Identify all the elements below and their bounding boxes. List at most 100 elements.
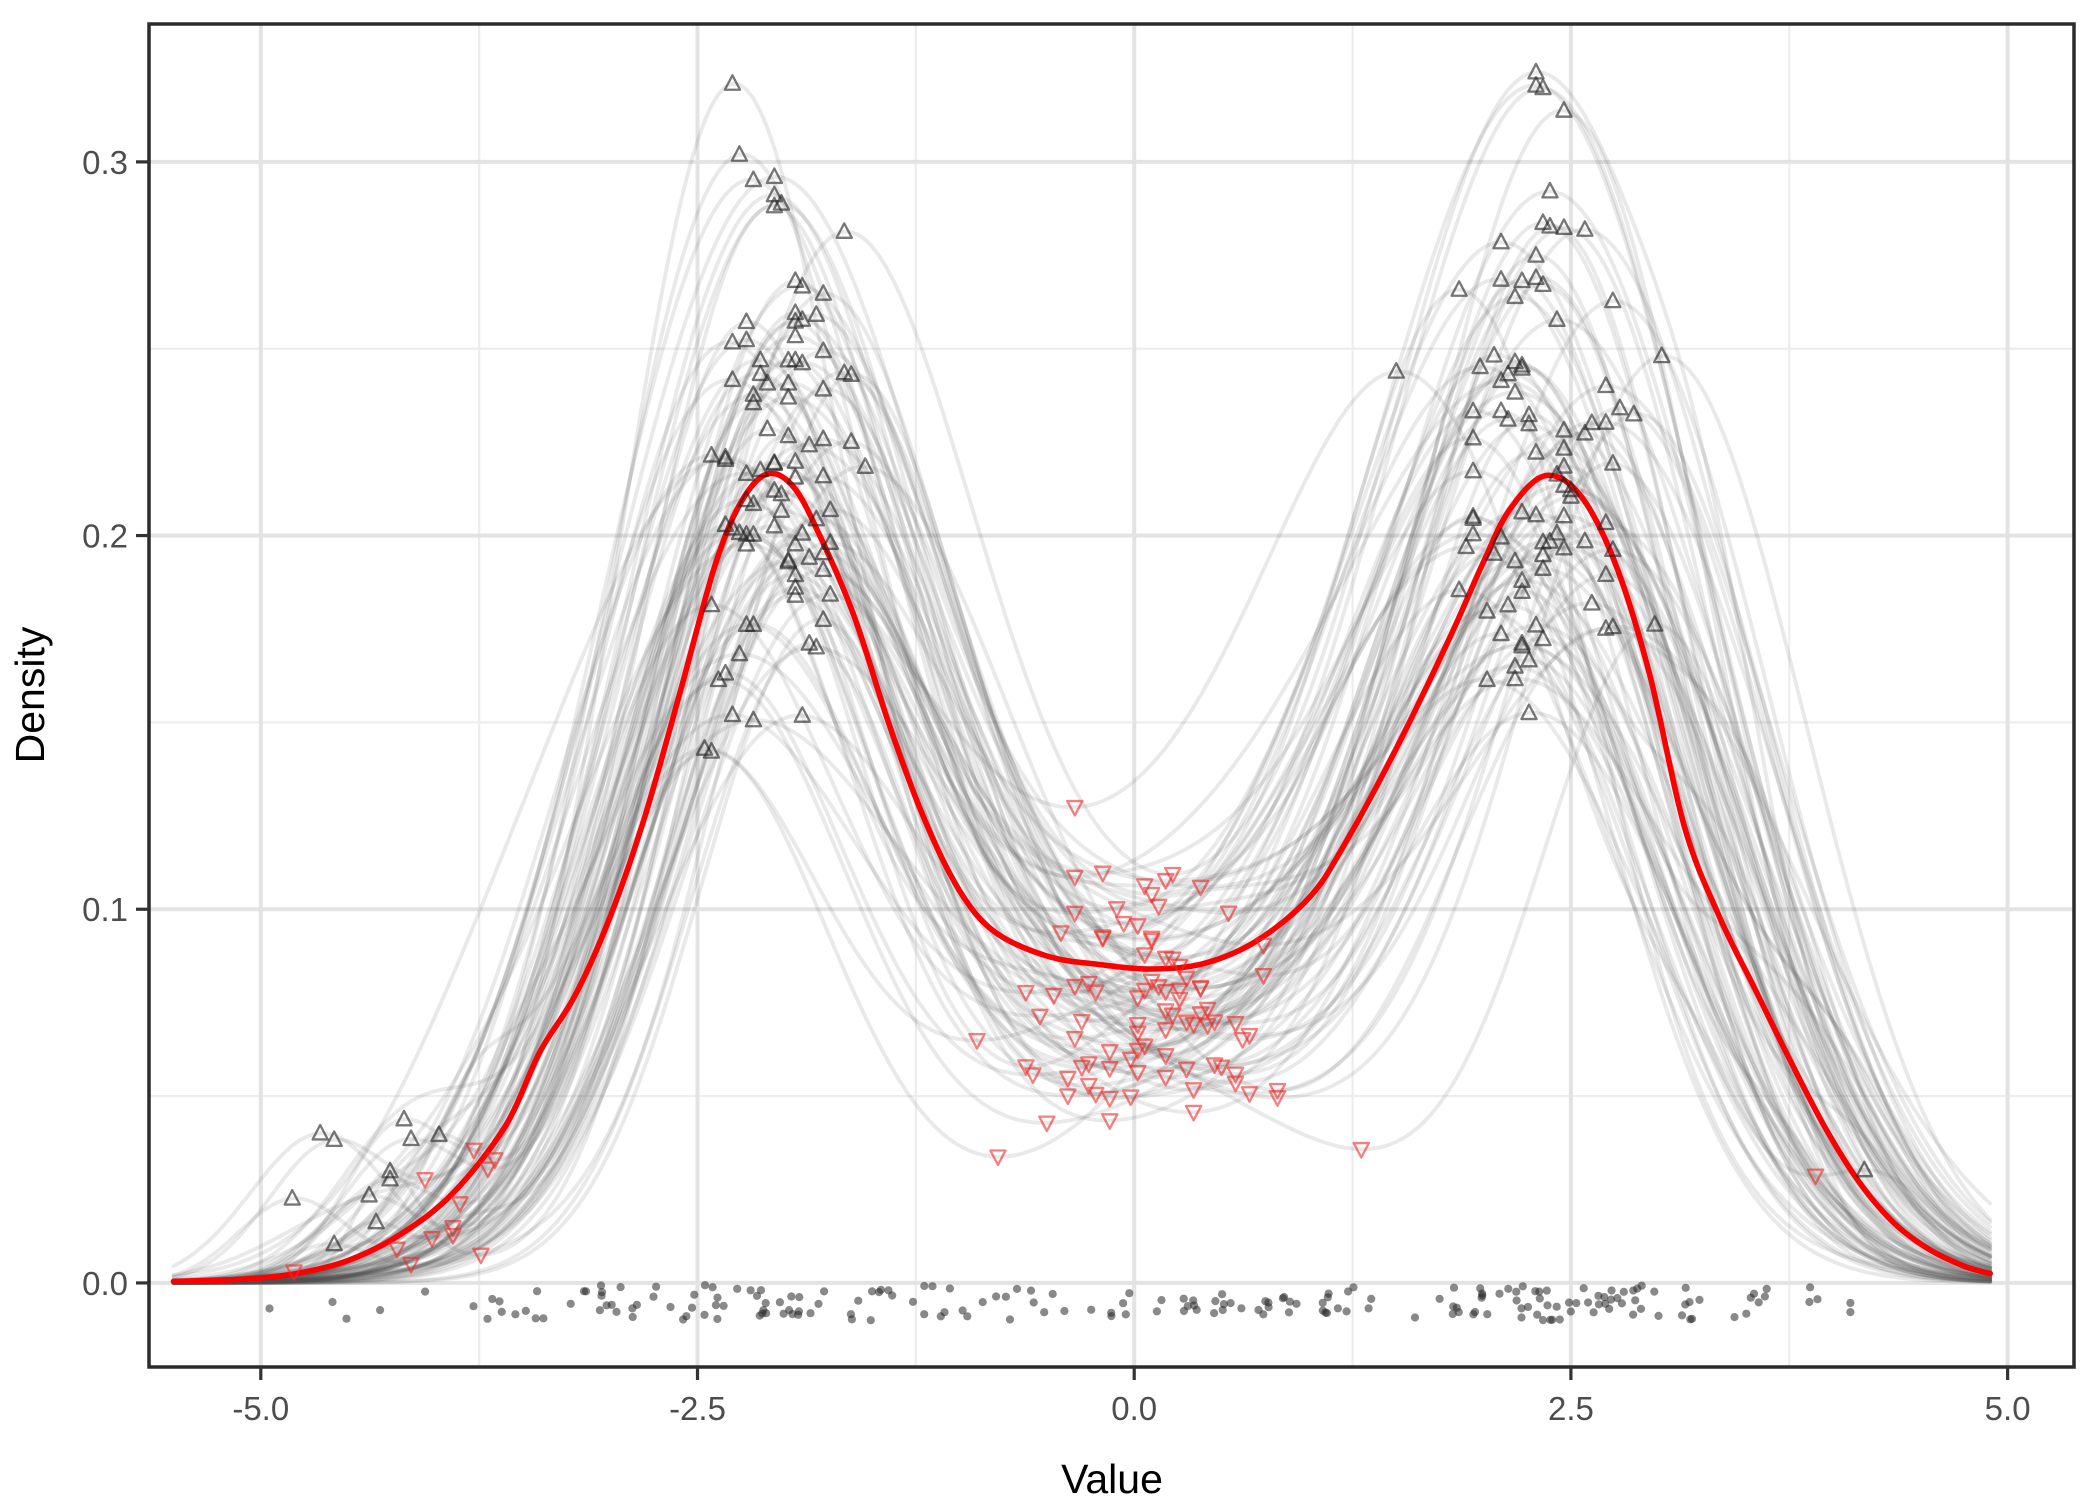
minor-gridlines <box>149 24 2074 1367</box>
rug-point <box>1594 1300 1603 1309</box>
rug-point <box>1589 1308 1598 1317</box>
trough-marker <box>1031 1008 1049 1026</box>
rug-point <box>1806 1283 1815 1292</box>
trough-marker <box>1066 799 1084 817</box>
peak-marker <box>1541 216 1559 234</box>
peak-marker <box>821 533 840 550</box>
peak-marker <box>765 480 784 498</box>
peak-marker <box>1653 346 1671 364</box>
ensemble-curve <box>171 299 1993 1285</box>
rug-point <box>1555 1315 1564 1324</box>
ensemble-curve <box>171 377 1993 1284</box>
rug-point <box>1211 1297 1220 1306</box>
rug-point <box>1483 1310 1492 1319</box>
peak-marker <box>786 350 805 368</box>
trough-marker <box>1233 1032 1252 1049</box>
peak-marker <box>1464 524 1482 542</box>
peak-marker <box>807 509 826 527</box>
x-tick-label: -2.5 <box>669 1390 726 1427</box>
rug-point <box>1333 1304 1342 1313</box>
rug-point <box>483 1314 492 1323</box>
rug-point <box>265 1304 274 1313</box>
rug-point <box>868 1287 877 1296</box>
panel-border <box>147 22 2076 1369</box>
rug-point <box>1367 1294 1376 1303</box>
trough-marker <box>486 1152 504 1169</box>
rug-point <box>963 1312 972 1321</box>
rug-point <box>1364 1304 1373 1313</box>
ensemble-curve <box>171 513 1993 1285</box>
peak-marker <box>835 363 853 381</box>
rug-point <box>1566 1307 1575 1316</box>
peak-marker <box>1555 538 1573 556</box>
trough-marker <box>1149 979 1168 996</box>
rug-point <box>847 1315 857 1324</box>
peak-marker <box>1499 595 1517 613</box>
rug-point <box>687 1303 697 1312</box>
rug-point <box>682 1312 691 1321</box>
rug-point <box>752 1291 762 1300</box>
rug-point <box>928 1282 937 1291</box>
peak-marker <box>786 326 805 344</box>
rug-point <box>596 1281 606 1290</box>
peak-marker <box>744 385 763 402</box>
rug-point <box>1846 1298 1855 1308</box>
trough-marker <box>1352 1141 1371 1159</box>
rug-point <box>531 1314 540 1323</box>
rug-point <box>1538 1316 1548 1325</box>
peak-marker <box>1387 362 1405 379</box>
axis-tick-labels: -5.0 -2.5 0.0 2.5 5.0 0.0 0.1 0.2 0.3 <box>82 144 2030 1427</box>
peak-marker <box>381 1161 399 1179</box>
rug-point <box>884 1286 893 1295</box>
trough-marker <box>1017 1059 1035 1076</box>
trough-marker <box>1205 1014 1224 1032</box>
rug-point <box>1218 1305 1227 1315</box>
rug-point <box>1605 1304 1614 1313</box>
ensemble-curve <box>171 378 1993 1283</box>
peak-marker <box>723 518 742 536</box>
peak-marker <box>737 464 756 482</box>
peak-marker <box>1597 376 1615 394</box>
trough-marker <box>1177 1014 1196 1032</box>
rug-point <box>1805 1297 1814 1307</box>
rug-point <box>1677 1311 1687 1320</box>
peak-marker <box>1576 423 1594 441</box>
trough-marker <box>1066 869 1084 887</box>
axis-ticks <box>136 160 2010 1380</box>
rug-point <box>1552 1302 1561 1311</box>
peak-marker <box>814 610 833 628</box>
rug-point <box>1478 1291 1487 1300</box>
rug-point <box>602 1301 611 1310</box>
ensemble-curve <box>171 278 1993 1282</box>
rug-point <box>1607 1295 1616 1304</box>
peak-marker <box>793 706 812 723</box>
peak-marker <box>814 341 833 359</box>
trough-marker <box>1087 1086 1105 1104</box>
rug-point <box>1179 1306 1188 1316</box>
rug-point <box>1254 1305 1263 1315</box>
rug-point <box>920 1310 929 1319</box>
peak-marker <box>360 1185 378 1203</box>
rug-point <box>1629 1310 1638 1319</box>
peak-marker <box>835 222 853 239</box>
ensemble-curve <box>171 467 1993 1285</box>
ensemble-curve <box>171 177 1993 1285</box>
rug-points <box>265 1281 1855 1325</box>
peak-marker <box>1576 220 1594 237</box>
rug-point <box>1261 1297 1270 1306</box>
trough-marker <box>1163 1007 1182 1025</box>
peak-marker <box>1506 669 1524 687</box>
trough-marker <box>1191 1006 1210 1024</box>
trough-marker <box>1073 1059 1091 1077</box>
peak-marker <box>1597 513 1615 531</box>
rug-point <box>1760 1292 1769 1301</box>
rug-point <box>597 1288 607 1297</box>
peak-marker <box>1471 357 1489 375</box>
peak-marker <box>1625 404 1643 422</box>
trough-marker <box>1142 973 1161 991</box>
rug-point <box>1681 1283 1690 1292</box>
peak-marker <box>1492 232 1510 250</box>
peak-marker <box>1520 650 1538 668</box>
trough-marker <box>1101 1090 1119 1108</box>
peak-marker <box>1478 601 1496 619</box>
